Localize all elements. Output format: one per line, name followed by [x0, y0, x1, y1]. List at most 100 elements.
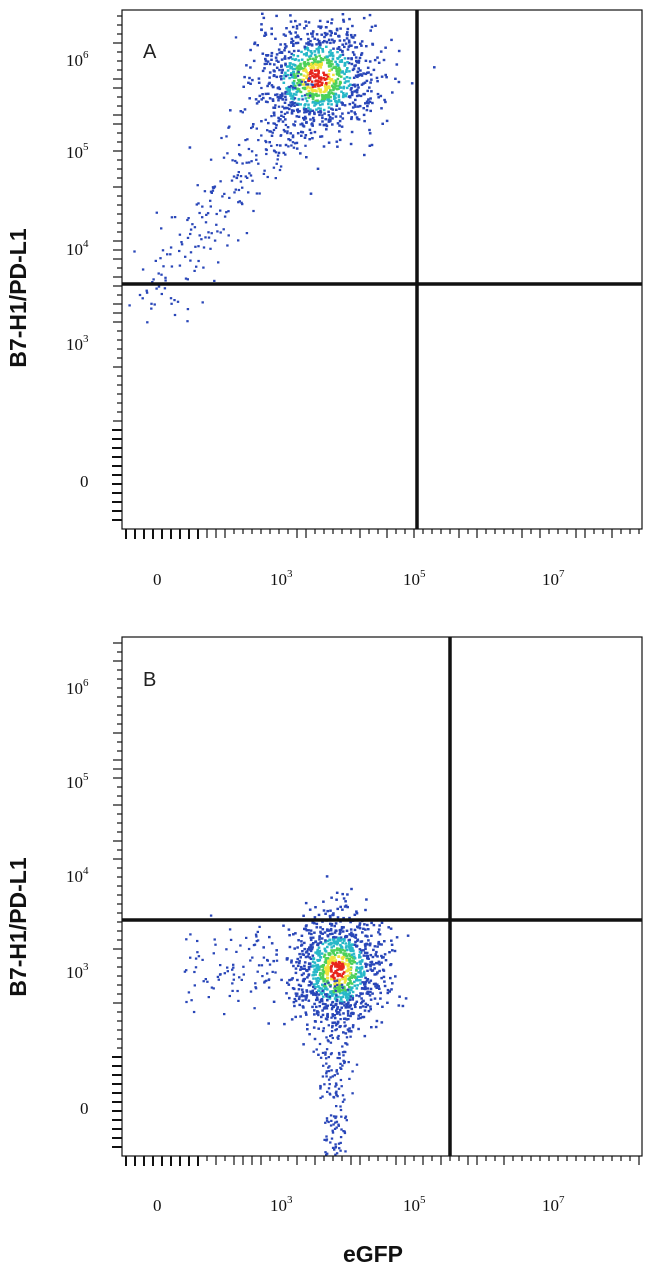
- event-dot: [330, 956, 333, 959]
- event-dot: [348, 961, 352, 965]
- event-dot: [331, 1013, 334, 1016]
- event-dot: [362, 113, 366, 117]
- event-dot: [160, 292, 163, 296]
- event-dot: [289, 101, 292, 104]
- event-dot: [345, 1018, 349, 1021]
- event-dot: [358, 995, 361, 998]
- event-dot: [308, 64, 311, 67]
- event-dot: [320, 83, 323, 86]
- event-dot: [304, 69, 307, 72]
- event-dot: [339, 951, 342, 954]
- event-dot: [349, 966, 353, 969]
- event-dot: [337, 46, 341, 49]
- event-dot: [219, 180, 222, 183]
- event-dot: [334, 1116, 337, 1120]
- event-dot: [310, 83, 313, 86]
- event-dot: [332, 1005, 335, 1009]
- event-dot: [278, 168, 282, 172]
- event-dot: [353, 913, 357, 916]
- event-dot: [336, 57, 340, 60]
- event-dot: [285, 90, 288, 94]
- event-dot: [331, 961, 334, 965]
- event-dot: [204, 236, 207, 239]
- event-dot: [328, 995, 331, 998]
- event-dot: [198, 234, 201, 237]
- event-dot: [355, 912, 359, 915]
- event-dot: [232, 966, 235, 969]
- event-dot: [296, 978, 299, 982]
- event-dot: [331, 1036, 334, 1040]
- event-dot: [353, 943, 357, 946]
- event-dot: [334, 970, 337, 974]
- event-dot: [321, 1051, 325, 1054]
- event-dot: [311, 965, 315, 968]
- event-dot: [327, 1056, 330, 1059]
- event-dot: [223, 1013, 226, 1016]
- event-dot: [328, 86, 331, 90]
- event-dot: [327, 38, 331, 41]
- event-dot: [303, 136, 307, 139]
- event-dot: [201, 958, 204, 961]
- event-dot: [387, 926, 390, 929]
- event-dot: [375, 986, 378, 989]
- event-dot: [197, 259, 200, 263]
- event-dot: [332, 940, 336, 943]
- event-dot: [378, 933, 382, 936]
- event-dot: [335, 979, 339, 982]
- event-dot: [298, 961, 301, 965]
- event-dot: [342, 952, 346, 955]
- event-dot: [169, 297, 173, 300]
- event-dot: [338, 1025, 341, 1029]
- event-dot: [286, 89, 289, 92]
- event-dot: [349, 944, 353, 947]
- event-dot: [343, 975, 347, 979]
- event-dot: [284, 153, 287, 156]
- event-dot: [329, 1003, 333, 1006]
- event-dot: [325, 1062, 328, 1065]
- event-dot: [320, 965, 323, 968]
- event-dot: [275, 162, 278, 165]
- event-dot: [327, 960, 330, 963]
- event-dot: [336, 77, 340, 81]
- event-dot: [247, 947, 251, 951]
- event-dot: [346, 1009, 350, 1013]
- event-dot: [302, 972, 305, 975]
- event-dot: [300, 58, 304, 61]
- event-dot: [264, 100, 268, 103]
- event-dot: [322, 76, 325, 80]
- event-dot: [350, 1012, 353, 1015]
- event-dot: [293, 1004, 296, 1008]
- event-dot: [353, 1003, 357, 1007]
- event-dot: [384, 959, 388, 962]
- event-dot: [362, 974, 366, 977]
- event-dot: [347, 80, 350, 83]
- event-dot: [313, 1009, 316, 1012]
- event-dot: [280, 978, 283, 982]
- event-dot: [337, 94, 341, 97]
- event-dot: [317, 954, 320, 957]
- event-dot: [337, 1123, 340, 1126]
- event-dot: [204, 978, 207, 981]
- event-dot: [292, 70, 295, 74]
- event-dot: [303, 83, 307, 86]
- event-dot: [336, 998, 339, 1001]
- event-dot: [290, 978, 293, 981]
- event-dot: [369, 942, 372, 945]
- event-dot: [358, 960, 362, 963]
- event-dot: [337, 1124, 340, 1127]
- event-dot: [351, 943, 354, 946]
- event-dot: [254, 987, 258, 990]
- event-dot: [329, 916, 332, 919]
- event-dot: [304, 998, 307, 1001]
- event-dot: [333, 1021, 336, 1024]
- event-dot: [239, 175, 243, 178]
- event-dot: [329, 1053, 333, 1056]
- event-dot: [362, 927, 365, 930]
- event-dot: [354, 1002, 357, 1005]
- event-dot: [321, 964, 325, 967]
- event-dot: [290, 109, 294, 112]
- event-dot: [202, 266, 205, 269]
- event-dot: [236, 174, 239, 177]
- event-dot: [360, 967, 364, 970]
- event-dot: [186, 218, 189, 222]
